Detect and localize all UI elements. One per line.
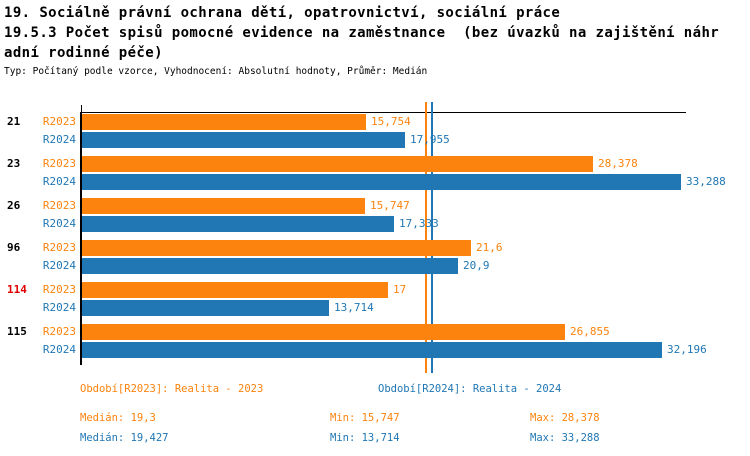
median-line-r2023 bbox=[425, 102, 427, 373]
series-label-r2023-21: R2023 bbox=[42, 115, 76, 128]
stat-median-r2024: Medián: 19,427 bbox=[80, 432, 169, 444]
bar-r2023-96 bbox=[82, 240, 471, 256]
chart-subtitle-line-2: adní rodinné péče) bbox=[4, 45, 163, 61]
category-label-115: 115 bbox=[7, 325, 27, 338]
axis-corner-tick bbox=[81, 105, 82, 112]
bar-r2024-21 bbox=[82, 132, 405, 148]
stat-max-r2024: Max: 33,288 bbox=[530, 432, 600, 444]
x-axis-line bbox=[81, 112, 686, 113]
legend-item-r2023: Období[R2023]: Realita - 2023 bbox=[80, 383, 264, 395]
stat-min-r2023: Min: 15,747 bbox=[330, 412, 400, 424]
series-label-r2023-23: R2023 bbox=[42, 157, 76, 170]
value-label-r2023-114: 17 bbox=[393, 283, 407, 296]
series-label-r2024-26: R2024 bbox=[42, 217, 76, 230]
stat-max-r2023: Max: 28,378 bbox=[530, 412, 600, 424]
y-axis-line bbox=[80, 112, 82, 365]
median-line-r2024 bbox=[431, 102, 433, 373]
series-label-r2024-21: R2024 bbox=[42, 133, 76, 146]
bar-r2024-96 bbox=[82, 258, 458, 274]
bar-r2023-26 bbox=[82, 198, 365, 214]
category-label-114: 114 bbox=[7, 283, 27, 296]
category-label-23: 23 bbox=[7, 157, 21, 170]
category-label-26: 26 bbox=[7, 199, 21, 212]
value-label-r2023-115: 26,855 bbox=[570, 325, 610, 338]
category-label-21: 21 bbox=[7, 115, 21, 128]
value-label-r2024-96: 20,9 bbox=[463, 259, 490, 272]
series-label-r2024-23: R2024 bbox=[42, 175, 76, 188]
bar-r2024-26 bbox=[82, 216, 394, 232]
stat-min-r2024: Min: 13,714 bbox=[330, 432, 400, 444]
series-label-r2023-114: R2023 bbox=[42, 283, 76, 296]
bar-r2023-23 bbox=[82, 156, 593, 172]
value-label-r2024-26: 17,333 bbox=[399, 217, 439, 230]
bar-r2024-115 bbox=[82, 342, 662, 358]
stat-median-r2023: Medián: 19,3 bbox=[80, 412, 156, 424]
bar-r2023-115 bbox=[82, 324, 565, 340]
value-label-r2024-114: 13,714 bbox=[334, 301, 374, 314]
series-label-r2024-115: R2024 bbox=[42, 343, 76, 356]
value-label-r2023-23: 28,378 bbox=[598, 157, 638, 170]
value-label-r2024-115: 32,196 bbox=[667, 343, 707, 356]
series-label-r2024-96: R2024 bbox=[42, 259, 76, 272]
series-label-r2024-114: R2024 bbox=[42, 301, 76, 314]
chart-meta-info: Typ: Počítaný podle vzorce, Vyhodnocení:… bbox=[4, 66, 428, 77]
legend-item-r2024: Období[R2024]: Realita - 2024 bbox=[378, 383, 562, 395]
series-label-r2023-96: R2023 bbox=[42, 241, 76, 254]
series-label-r2023-115: R2023 bbox=[42, 325, 76, 338]
bar-r2023-114 bbox=[82, 282, 388, 298]
value-label-r2023-26: 15,747 bbox=[370, 199, 410, 212]
value-label-r2023-21: 15,754 bbox=[371, 115, 411, 128]
series-label-r2023-26: R2023 bbox=[42, 199, 76, 212]
plot-area: 21 R2023 15,754 R2024 17,955 23 R2023 28,378 R20… bbox=[7, 102, 726, 373]
category-label-96: 96 bbox=[7, 241, 21, 254]
chart-title: 19. Sociálně právní ochrana dětí, opatro… bbox=[4, 5, 561, 21]
value-label-r2023-96: 21,6 bbox=[476, 241, 503, 254]
value-label-r2024-23: 33,288 bbox=[686, 175, 726, 188]
bar-r2024-114 bbox=[82, 300, 329, 316]
bar-r2024-23 bbox=[82, 174, 681, 190]
value-label-r2024-21: 17,955 bbox=[410, 133, 450, 146]
chart-subtitle-line-1: 19.5.3 Počet spisů pomocné evidence na z… bbox=[4, 25, 720, 41]
bar-r2023-21 bbox=[82, 114, 366, 130]
